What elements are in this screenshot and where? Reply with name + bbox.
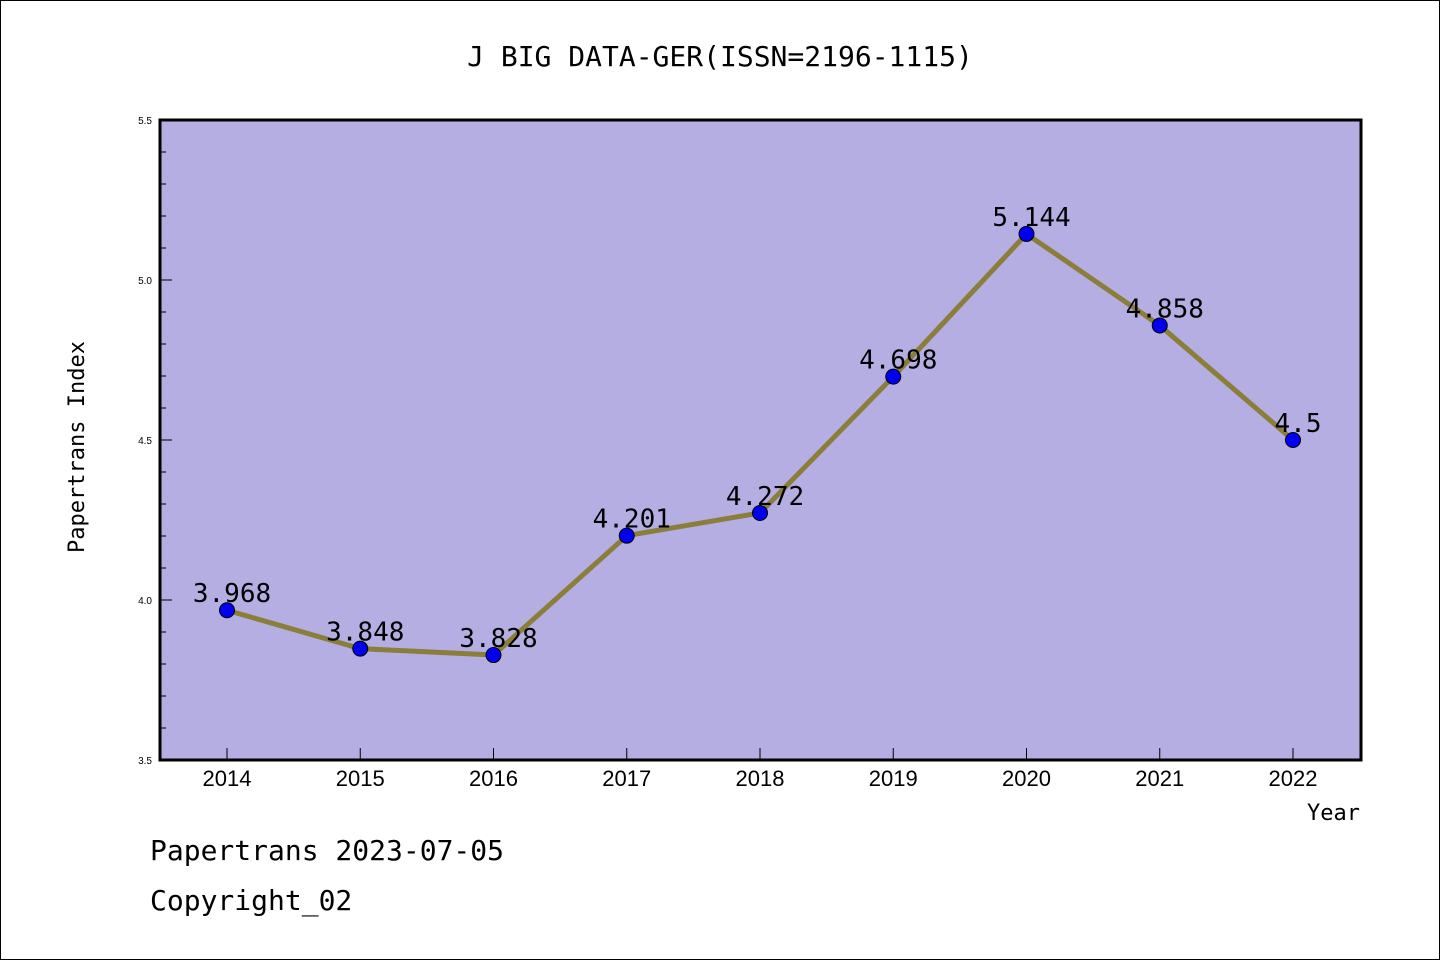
x-tick-label: 2017 [602, 766, 651, 791]
x-tick-label: 2016 [469, 766, 518, 791]
data-label: 4.201 [593, 505, 671, 535]
data-label: 3.968 [193, 579, 271, 609]
data-label: 5.144 [992, 203, 1070, 233]
y-axis-label: Papertrans Index [65, 341, 90, 553]
data-labels: 3.968 3.848 3.828 4.201 4.272 4.698 5.144 4.858… [193, 203, 1322, 654]
y-tick-label: 5.0 [138, 276, 152, 287]
x-axis: 2014 2015 2016 2017 2018 2019 2020 2021 2022 [203, 748, 1318, 791]
x-tick-label: 2015 [336, 766, 385, 791]
x-tick-label: 2014 [203, 766, 252, 791]
y-tick-label: 5.5 [138, 116, 152, 127]
data-label: 4.698 [859, 346, 937, 376]
x-tick-label: 2018 [736, 766, 785, 791]
data-label: 4.858 [1126, 294, 1204, 324]
data-point [618, 527, 635, 544]
data-label: 3.828 [459, 624, 537, 654]
y-axis: 3.5 4.0 4.5 5.0 5.5 [138, 116, 172, 767]
chart-title: J BIG DATA-GER(ISSN=2196-1115) [467, 40, 973, 73]
x-tick-label: 2019 [869, 766, 918, 791]
footer-copyright: Copyright_02 [150, 884, 353, 917]
data-point [352, 640, 369, 657]
data-point [752, 504, 768, 521]
data-point [485, 647, 502, 664]
data-label: 4.5 [1275, 409, 1322, 439]
y-tick-label: 3.5 [138, 756, 152, 767]
data-point [219, 602, 235, 619]
data-point [1018, 225, 1035, 242]
x-tick-label: 2022 [1269, 766, 1318, 791]
x-tick-label: 2020 [1002, 766, 1051, 791]
series-layer [219, 225, 1301, 664]
data-point [1285, 432, 1301, 448]
y-tick-label: 4.5 [138, 436, 152, 447]
data-point [885, 368, 902, 385]
data-label: 4.272 [726, 482, 804, 512]
data-label: 3.848 [326, 618, 404, 648]
data-point [1151, 317, 1168, 334]
x-tick-label: 2021 [1135, 766, 1184, 791]
y-tick-label: 4.0 [138, 596, 152, 607]
footer-date: Papertrans 2023-07-05 [150, 834, 505, 867]
plot-area [158, 118, 1363, 762]
x-axis-label: Year [1307, 801, 1360, 826]
